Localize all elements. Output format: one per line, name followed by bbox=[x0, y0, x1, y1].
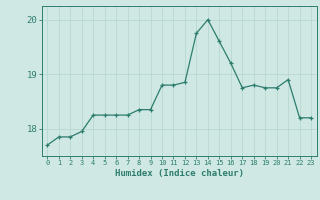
X-axis label: Humidex (Indice chaleur): Humidex (Indice chaleur) bbox=[115, 169, 244, 178]
